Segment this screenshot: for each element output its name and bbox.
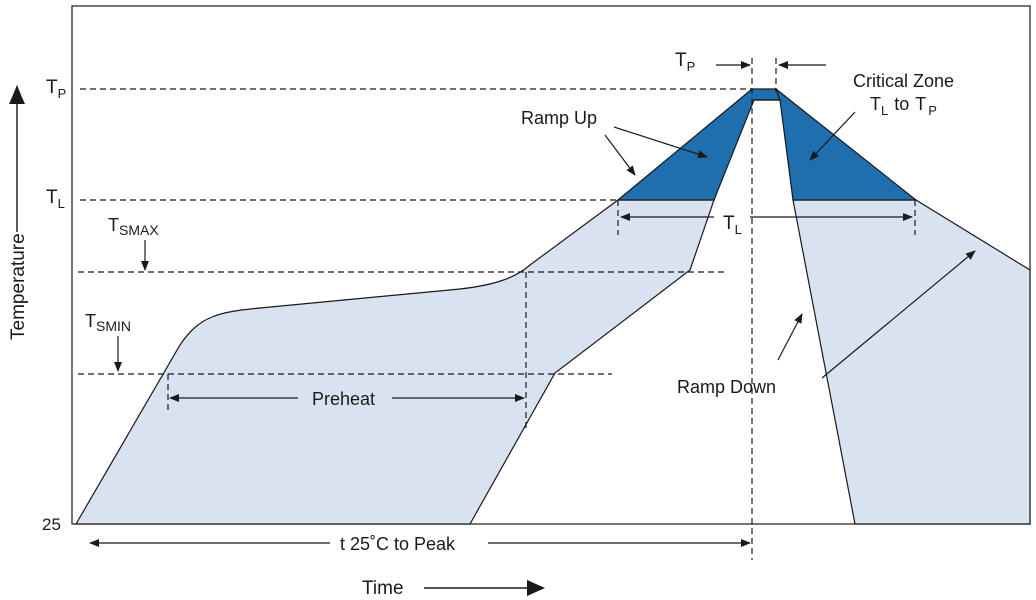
temperature-axis-title: Temperature: [8, 233, 29, 340]
t25-axis-label: 25: [42, 515, 61, 534]
ramp-down-arrow-1: [777, 313, 803, 361]
ramp-up-arrow-2: [604, 134, 636, 176]
profile-envelope-left: [74, 199, 715, 525]
tl-axis-label: TL: [46, 187, 65, 211]
ramp-down-label: Ramp Down: [677, 377, 776, 397]
ramp-up-label: Ramp Up: [521, 108, 597, 128]
tl-window-label: TL: [723, 213, 742, 237]
time-axis-arrowhead: [527, 580, 545, 596]
ramp-down-arrow-2: [821, 250, 976, 379]
time-axis-title: Time: [362, 578, 404, 599]
tp-axis-label: TP: [46, 77, 66, 101]
ramp-up-arrow-1: [613, 126, 708, 159]
t25-to-peak-label: t 25˚C to Peak: [340, 534, 456, 554]
critical-zone-range-label: TL to T P: [870, 94, 937, 118]
tsmin-label: TSMIN: [85, 311, 131, 334]
preheat-label: Preheat: [312, 389, 375, 409]
critical-zone-arrow: [809, 111, 856, 161]
tp-window-label: TP: [675, 50, 695, 74]
tsmax-label: TSMAX: [108, 215, 159, 238]
critical-zone-label: Critical Zone: [853, 71, 954, 91]
critical-zone-right: [774, 87, 918, 201]
temperature-axis-arrowhead: [9, 86, 25, 104]
